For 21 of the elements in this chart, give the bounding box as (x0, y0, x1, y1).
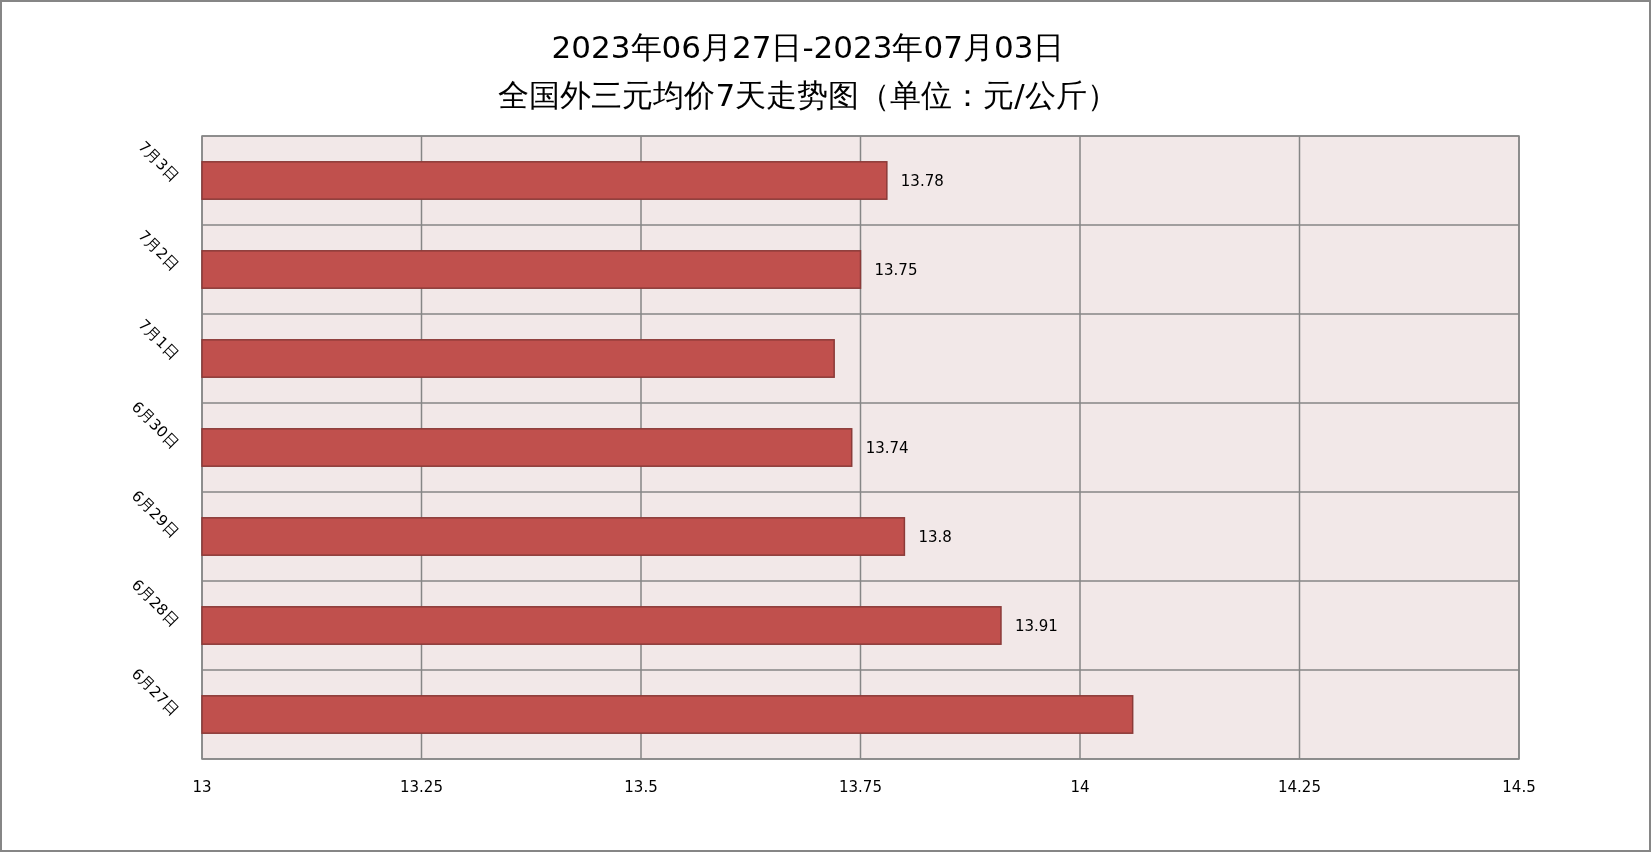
data-label: 13.8 (918, 527, 952, 546)
x-tick-label: 14.5 (1502, 778, 1536, 797)
chart-subtitle: 全国外三元均价7天走势图（单位：元/公斤） (498, 76, 1118, 113)
data-label: 13.74 (865, 438, 909, 457)
y-tick-label: 7月3日 (134, 137, 183, 186)
y-tick-label: 7月2日 (134, 226, 183, 275)
y-tick-label: 6月29日 (127, 486, 183, 542)
y-tick-label: 7月1日 (134, 315, 183, 364)
x-tick-label: 13.75 (839, 778, 882, 797)
x-tick-label: 13.5 (624, 778, 658, 797)
data-label: 13.75 (874, 260, 918, 279)
x-tick-label: 14.25 (1278, 778, 1321, 797)
y-tick-label: 6月28日 (127, 575, 183, 631)
x-tick-label: 14 (1070, 778, 1090, 797)
y-tick-label: 6月30日 (127, 397, 183, 453)
x-tick-label: 13.25 (400, 778, 443, 797)
chart-title: 2023年06月27日-2023年07月03日 (551, 28, 1065, 65)
y-tick-label: 6月27日 (127, 664, 183, 720)
x-tick-label: 13 (192, 778, 212, 797)
data-label: 13.91 (1014, 616, 1058, 635)
data-label: 13.78 (900, 171, 944, 190)
